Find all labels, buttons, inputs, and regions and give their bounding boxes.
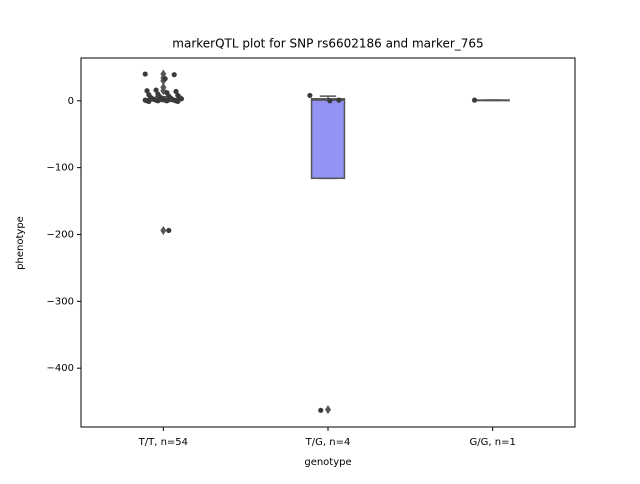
strip-point (307, 92, 313, 99)
strip-point (175, 98, 181, 105)
strip-point (336, 97, 342, 103)
flier (325, 405, 331, 415)
box (310, 98, 346, 180)
x-axis-label: genotype (304, 457, 351, 468)
strip-point (153, 87, 159, 93)
x-tick-label: G/G, n=1 (470, 437, 516, 448)
strip-point (155, 98, 161, 104)
strip-point (166, 227, 172, 234)
chart-title: markerQTL plot for SNP rs6602186 and mar… (172, 37, 483, 51)
strip-point (318, 407, 324, 413)
strip-point (164, 98, 170, 104)
strip-point (178, 96, 185, 102)
y-tick-label: −300 (47, 296, 74, 307)
strip-point (142, 71, 148, 77)
y-tick-label: −400 (47, 363, 74, 374)
strip-point (146, 98, 152, 105)
y-axis-label: phenotype (15, 216, 26, 270)
y-tick-label: −100 (47, 163, 74, 174)
y-tick-label: 0 (68, 96, 74, 107)
strip-point (162, 76, 168, 82)
strip-point (173, 88, 179, 95)
y-tick-label: −200 (47, 229, 74, 240)
strip-point (171, 72, 177, 78)
strip-point (471, 97, 478, 103)
strip-point (144, 88, 150, 94)
x-tick-label: T/G, n=4 (305, 437, 351, 448)
x-tick-label: T/T, n=54 (138, 437, 188, 448)
flier (160, 225, 167, 235)
strip-point (327, 98, 333, 104)
